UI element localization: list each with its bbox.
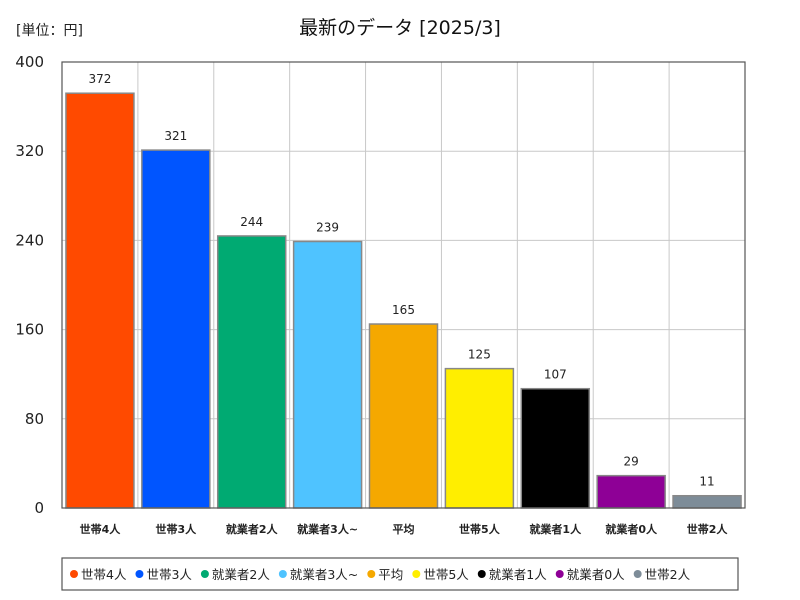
y-tick-label: 400 (15, 53, 44, 71)
legend-label: 世帯4人 (81, 567, 127, 582)
legend-label: 就業者0人 (567, 567, 625, 582)
y-tick-label: 0 (34, 499, 44, 517)
legend-label: 世帯5人 (423, 567, 469, 582)
bar-6 (445, 369, 513, 508)
data-label: 11 (699, 475, 714, 489)
legend-marker (279, 570, 287, 578)
y-tick-label: 80 (25, 410, 44, 428)
legend-marker (135, 570, 143, 578)
data-label: 244 (240, 215, 263, 229)
bar-4 (294, 242, 362, 508)
bar-7 (521, 389, 589, 508)
legend-marker (556, 570, 564, 578)
x-tick-label: 世帯5人 (459, 522, 501, 536)
legend-label: 世帯3人 (146, 567, 192, 582)
bars (66, 93, 741, 508)
y-tick-label: 320 (15, 142, 44, 160)
data-label: 29 (624, 455, 639, 469)
x-tick-label: 就業者1人 (529, 522, 582, 536)
x-tick-label: 世帯2人 (687, 522, 729, 536)
legend-marker (367, 570, 375, 578)
bar-9 (673, 496, 741, 508)
legend-marker (70, 570, 78, 578)
data-label: 107 (544, 368, 567, 382)
x-tick-label: 就業者2人 (226, 522, 279, 536)
unit-label: [単位：円] (16, 23, 83, 39)
bar-3 (218, 236, 286, 508)
bar-chart: [単位：円] 最新のデータ [2025/3] 0 80 160 240 320 400 3… (0, 0, 800, 600)
chart-title: 最新のデータ [2025/3] (299, 17, 501, 39)
data-label: 165 (392, 303, 415, 317)
legend-marker (412, 570, 420, 578)
legend-label: 平均 (378, 567, 403, 582)
x-tick-label: 平均 (393, 522, 415, 536)
data-label: 372 (88, 72, 111, 86)
x-tick-label: 就業者3人~ (297, 522, 358, 536)
legend-marker (634, 570, 642, 578)
bar-5 (370, 324, 438, 508)
legend-marker (478, 570, 486, 578)
y-tick-label: 240 (15, 231, 44, 249)
legend-entries: 世帯4人 世帯3人 就業者2人 就業者3人~ 平均 世帯5人 就業者1人 就業者0人 世帯2人 (70, 567, 691, 582)
x-tick-label: 世帯3人 (156, 522, 198, 536)
y-tick-label: 160 (15, 321, 44, 339)
bar-1 (66, 93, 134, 508)
data-label: 239 (316, 221, 339, 235)
x-tick-label: 世帯4人 (80, 522, 122, 536)
legend-label: 就業者2人 (212, 567, 270, 582)
bar-2 (142, 150, 210, 508)
x-tick-label: 就業者0人 (605, 522, 658, 536)
bar-8 (597, 476, 665, 508)
data-label: 321 (164, 129, 187, 143)
x-axis-ticks: 世帯4人 世帯3人 就業者2人 就業者3人~ 平均 世帯5人 就業者1人 就業者0人 世帯2人 (80, 522, 729, 536)
legend-marker (201, 570, 209, 578)
data-label: 125 (468, 348, 491, 362)
legend-label: 就業者1人 (489, 567, 547, 582)
legend-label: 世帯2人 (645, 567, 691, 582)
legend-label: 就業者3人~ (290, 567, 358, 582)
y-axis-ticks: 0 80 160 240 320 400 (15, 53, 44, 517)
